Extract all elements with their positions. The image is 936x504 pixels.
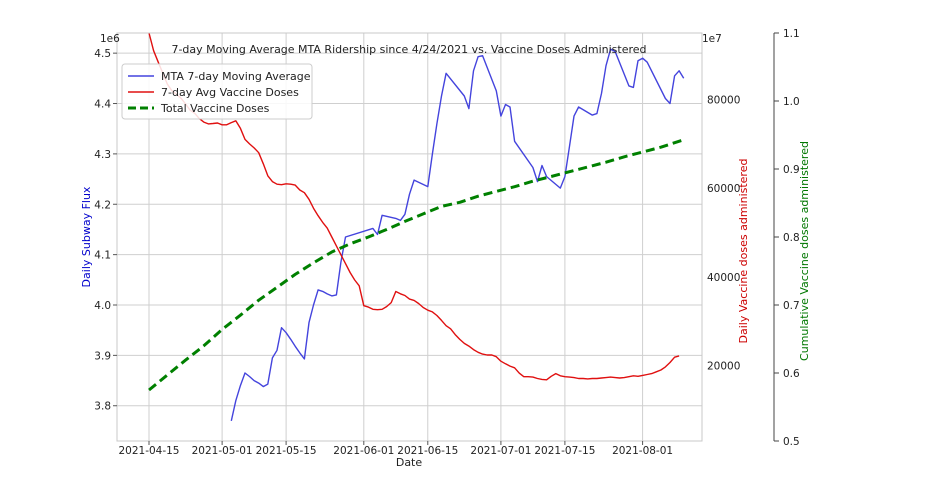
right2-tick-label: 0.6 [783, 368, 800, 380]
legend-label-daily-vaccine: 7-day Avg Vaccine Doses [161, 86, 299, 99]
right1-axis-label: Daily Vaccine doses administered [737, 159, 750, 344]
right2-tick-label: 1.1 [783, 28, 800, 40]
legend: MTA 7-day Moving Average 7-day Avg Vacci… [121, 63, 313, 120]
x-tick-label: 2021-06-01 [333, 445, 394, 457]
right2-tick-label: 0.8 [783, 232, 800, 244]
left-tick-label: 4.5 [94, 48, 111, 60]
legend-label-mta: MTA 7-day Moving Average [161, 70, 311, 83]
axes-layer: 2021-04-15 2021-05-01 2021-05-15 2021-06-01… [94, 28, 800, 457]
x-tick-label: 2021-06-15 [397, 445, 458, 457]
x-tick-label: 2021-07-01 [470, 445, 531, 457]
x-axis-label: Date [396, 456, 423, 469]
left-tick-label: 4.3 [94, 149, 111, 161]
left-tick-label: 4.2 [94, 199, 111, 211]
x-tick-label: 2021-07-15 [534, 445, 595, 457]
right1-tick-label: 40000 [707, 272, 740, 284]
right1-tick-label: 80000 [707, 95, 740, 107]
right2-tick-label: 0.5 [783, 436, 800, 448]
plot-frame [116, 32, 703, 442]
x-tick-label: 2021-05-15 [256, 445, 317, 457]
right2-tick-label: 0.7 [783, 300, 800, 312]
series-mta-line [230, 48, 685, 422]
x-tick-label: 2021-08-01 [612, 445, 673, 457]
legend-label-total-vaccine: Total Vaccine Doses [160, 102, 270, 115]
right2-axis-label: Cumulative Vaccine doses administered [798, 141, 811, 361]
right-axis-offset: 1e7 [702, 33, 722, 45]
left-axis-offset: 1e6 [100, 33, 120, 45]
x-tick-label: 2021-04-15 [118, 445, 179, 457]
right1-tick-label: 20000 [707, 361, 740, 373]
left-tick-label: 3.9 [94, 350, 111, 362]
left-axis-label: Daily Subway Flux [80, 186, 93, 287]
series-total-vaccine-line [148, 138, 685, 392]
left-tick-label: 4.0 [94, 300, 111, 312]
x-tick-label: 2021-05-01 [192, 445, 253, 457]
left-tick-label: 4.4 [94, 99, 111, 111]
left-tick-label: 3.8 [94, 401, 111, 413]
legend-box [121, 63, 313, 120]
left-tick-label: 4.1 [94, 250, 111, 262]
series-daily-vaccine-line [148, 33, 680, 381]
right1-tick-label: 60000 [707, 183, 740, 195]
chart-title: 7-day Moving Average MTA Ridership since… [171, 43, 646, 56]
right2-tick-label: 0.9 [783, 164, 800, 176]
series-layer [148, 33, 685, 422]
right2-tick-label: 1.0 [783, 96, 800, 108]
